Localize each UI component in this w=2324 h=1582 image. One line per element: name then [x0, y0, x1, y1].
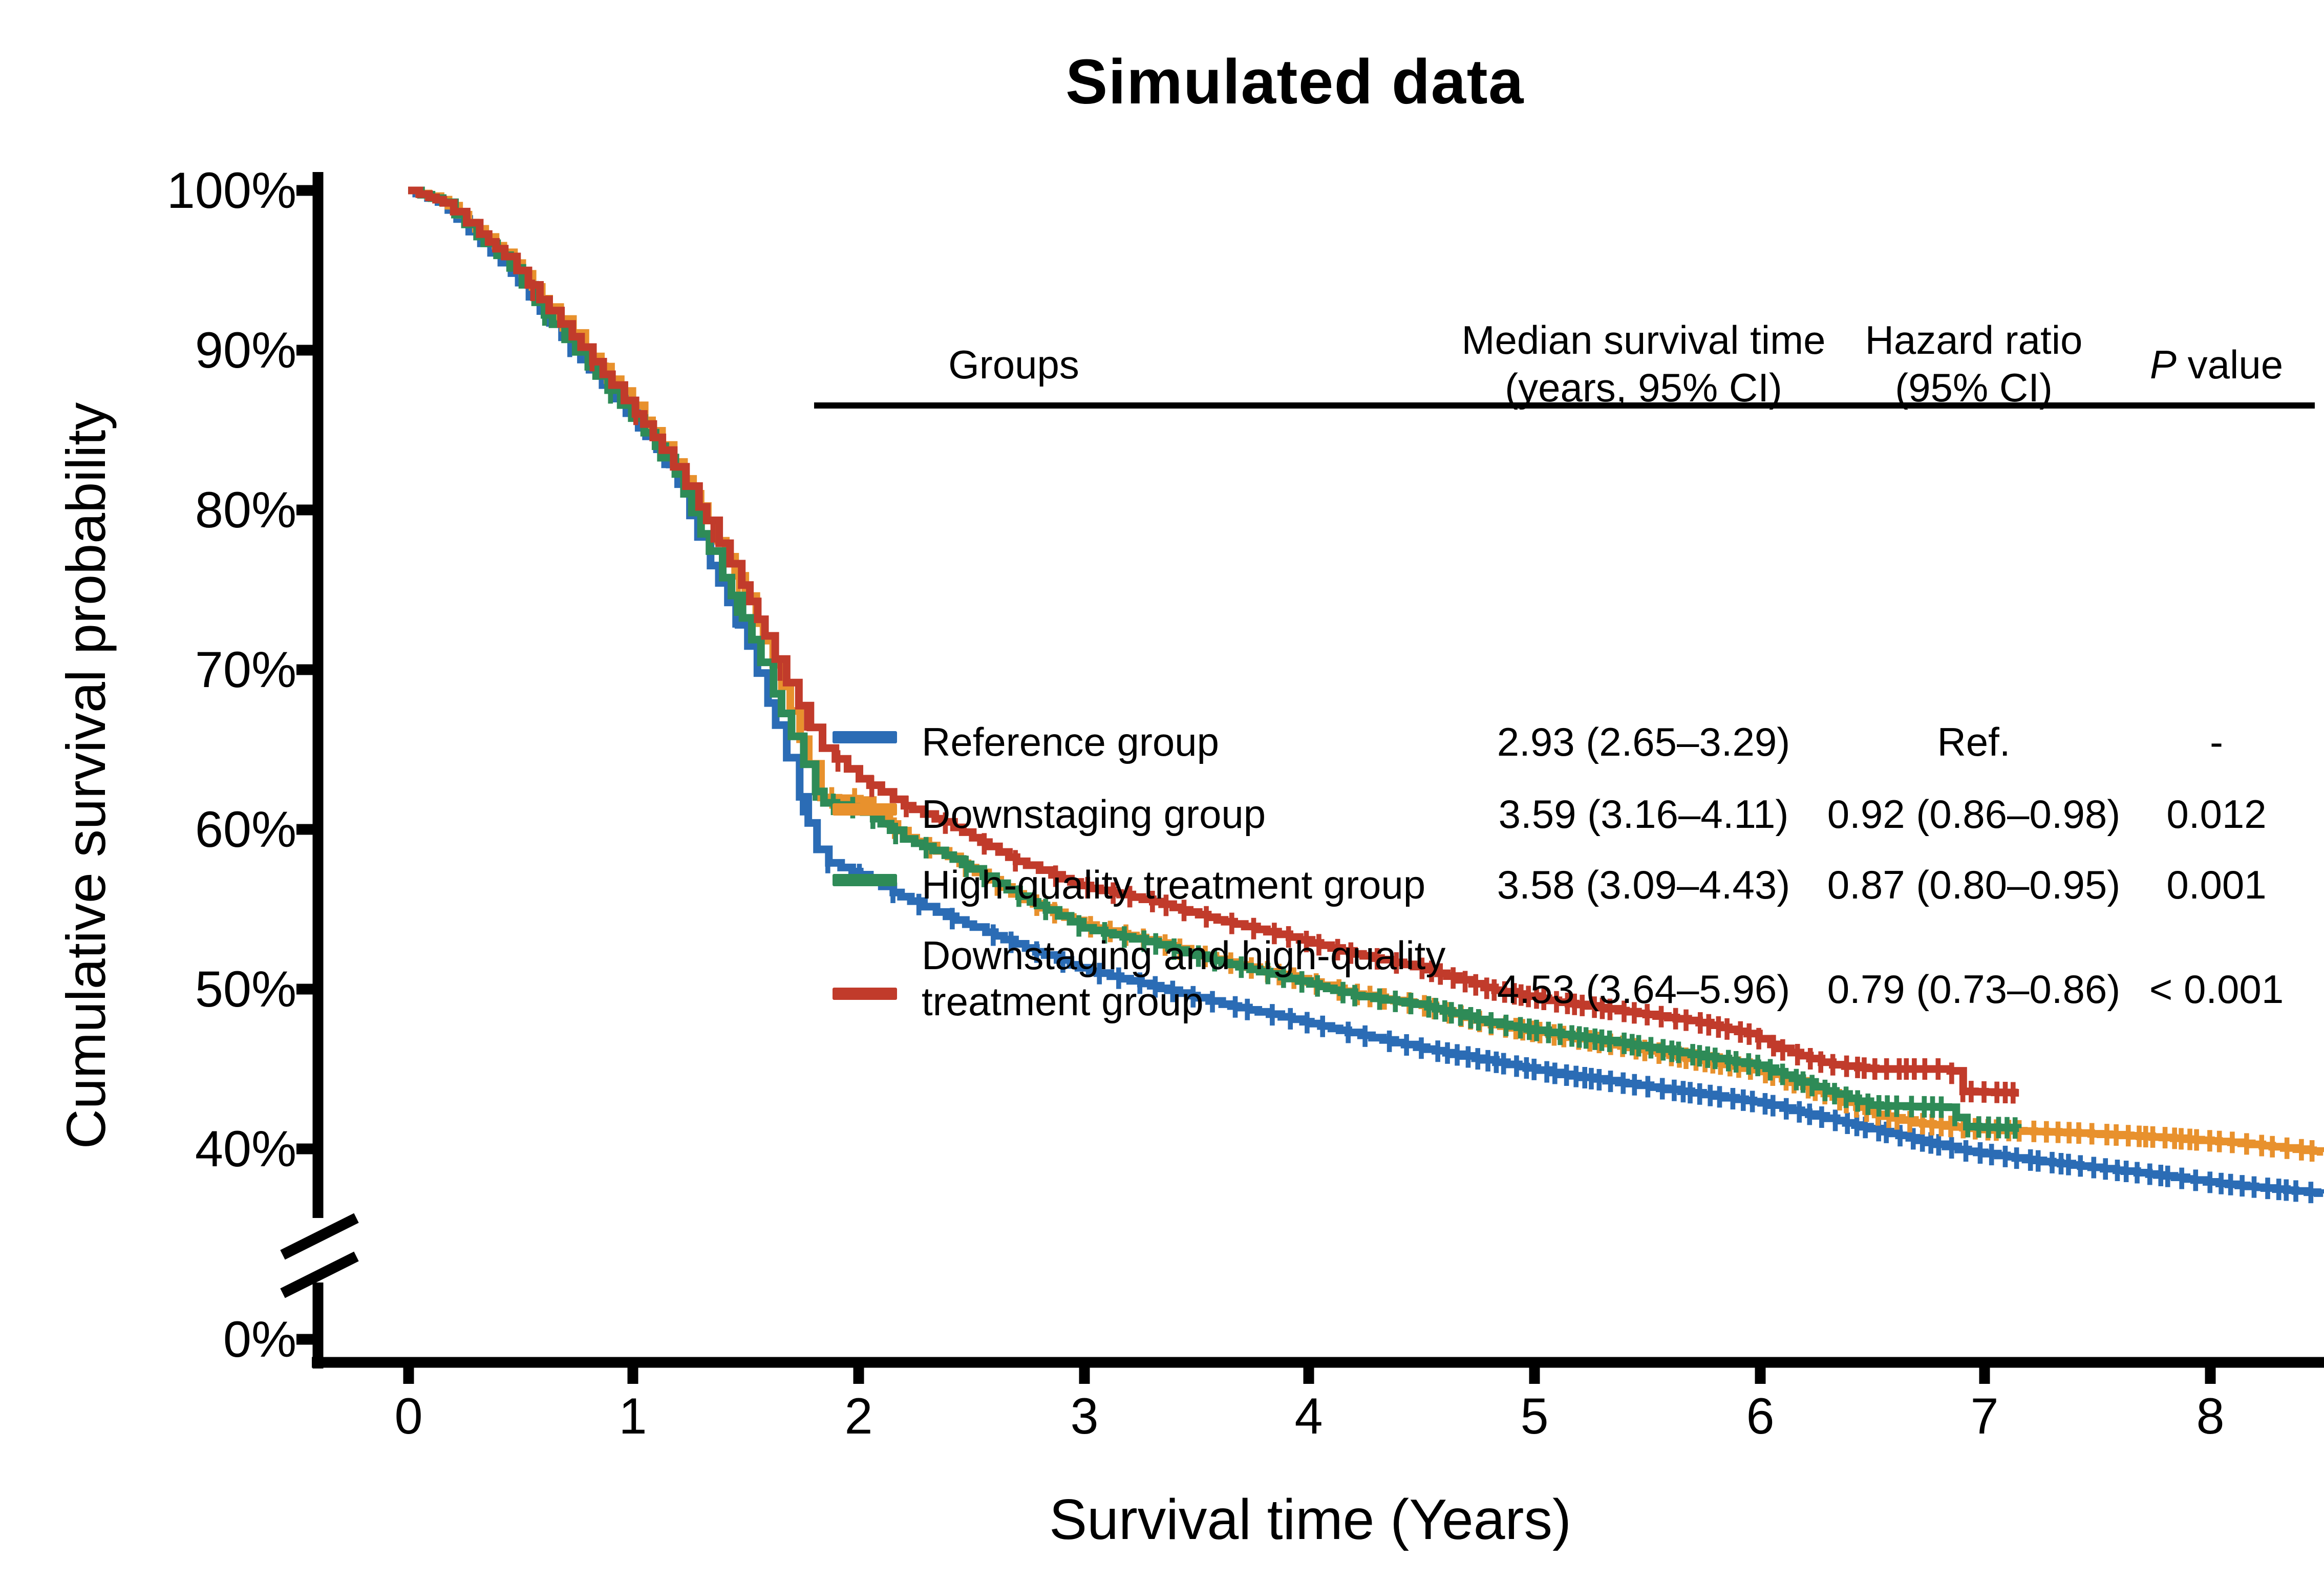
x-tick-label-5: 5	[1520, 1387, 1549, 1444]
y-axis-break-slash	[280, 1251, 359, 1298]
x-tick-label-1: 1	[619, 1387, 647, 1444]
x-tick-label-3: 3	[1070, 1387, 1099, 1444]
x-tick-label-8: 8	[2196, 1387, 2225, 1444]
median-survival-value: 2.93 (2.65–3.29)	[1497, 719, 1790, 764]
column-header-groups: Groups	[948, 342, 1079, 387]
x-tick-label-4: 4	[1294, 1387, 1323, 1444]
group-statistics-table: Groups Median survival time (years, 95% …	[814, 295, 2324, 1024]
group-name: High-quality treatment group	[922, 862, 1426, 907]
y-tick-label-80: 80%	[195, 481, 296, 538]
median-survival-value: 3.59 (3.16–4.11)	[1498, 792, 1789, 837]
column-header-median-survival: Median survival time (years, 95% CI)	[1461, 317, 1826, 410]
p-value: < 0.001	[2149, 967, 2284, 1012]
legend-line-swatch	[833, 731, 897, 743]
p-value: 0.012	[2166, 792, 2267, 837]
y-tick-label-40: 40%	[195, 1120, 296, 1177]
legend-line-swatch	[833, 874, 897, 886]
y-tick-label-60: 60%	[195, 801, 296, 858]
y-tick-label-90: 90%	[195, 322, 296, 378]
x-tick-label-0: 0	[394, 1387, 423, 1444]
y-tick-label-100: 100%	[166, 162, 296, 219]
median-survival-value: 3.58 (3.09–4.43)	[1497, 862, 1790, 907]
group-name: Downstaging and high-quality treatment g…	[922, 933, 1446, 1024]
x-tick-label-7: 7	[1970, 1387, 1999, 1444]
y-tick-label-0: 0%	[223, 1311, 296, 1367]
hazard-ratio-value: 0.87 (0.80–0.95)	[1827, 862, 2121, 907]
y-tick-label-50: 50%	[195, 960, 296, 1017]
table-header-rule	[814, 402, 2315, 409]
y-axis-break-slash	[280, 1213, 359, 1260]
median-survival-value: 4.53 (3.64–5.96)	[1497, 967, 1790, 1012]
column-header-p-value: P value	[2127, 341, 2306, 389]
column-header-hazard-ratio: Hazard ratio (95% CI)	[1865, 317, 2083, 410]
x-axis-title: Survival time (Years)	[1049, 1488, 1571, 1551]
group-name: Downstaging group	[922, 792, 1266, 837]
chart-title: Simulated data	[1065, 47, 1524, 117]
p-value: 0.001	[2166, 862, 2267, 907]
legend-line-swatch	[833, 803, 897, 816]
survival-curve-4	[408, 186, 2019, 1097]
x-tick-label-2: 2	[844, 1387, 873, 1444]
p-value: -	[2210, 719, 2223, 764]
y-tick-label-70: 70%	[195, 641, 296, 698]
hazard-ratio-value: 0.92 (0.86–0.98)	[1827, 792, 2121, 837]
p-value-rest: value	[2176, 342, 2284, 387]
hazard-ratio-value: Ref.	[1937, 719, 2011, 764]
p-value-italic-p: P	[2149, 342, 2177, 387]
x-tick-label-6: 6	[1746, 1387, 1775, 1444]
survival-curve-3	[408, 186, 2022, 1132]
hazard-ratio-value: 0.79 (0.73–0.86)	[1827, 967, 2121, 1012]
legend-line-swatch	[833, 988, 897, 1000]
group-name: Reference group	[922, 719, 1220, 764]
